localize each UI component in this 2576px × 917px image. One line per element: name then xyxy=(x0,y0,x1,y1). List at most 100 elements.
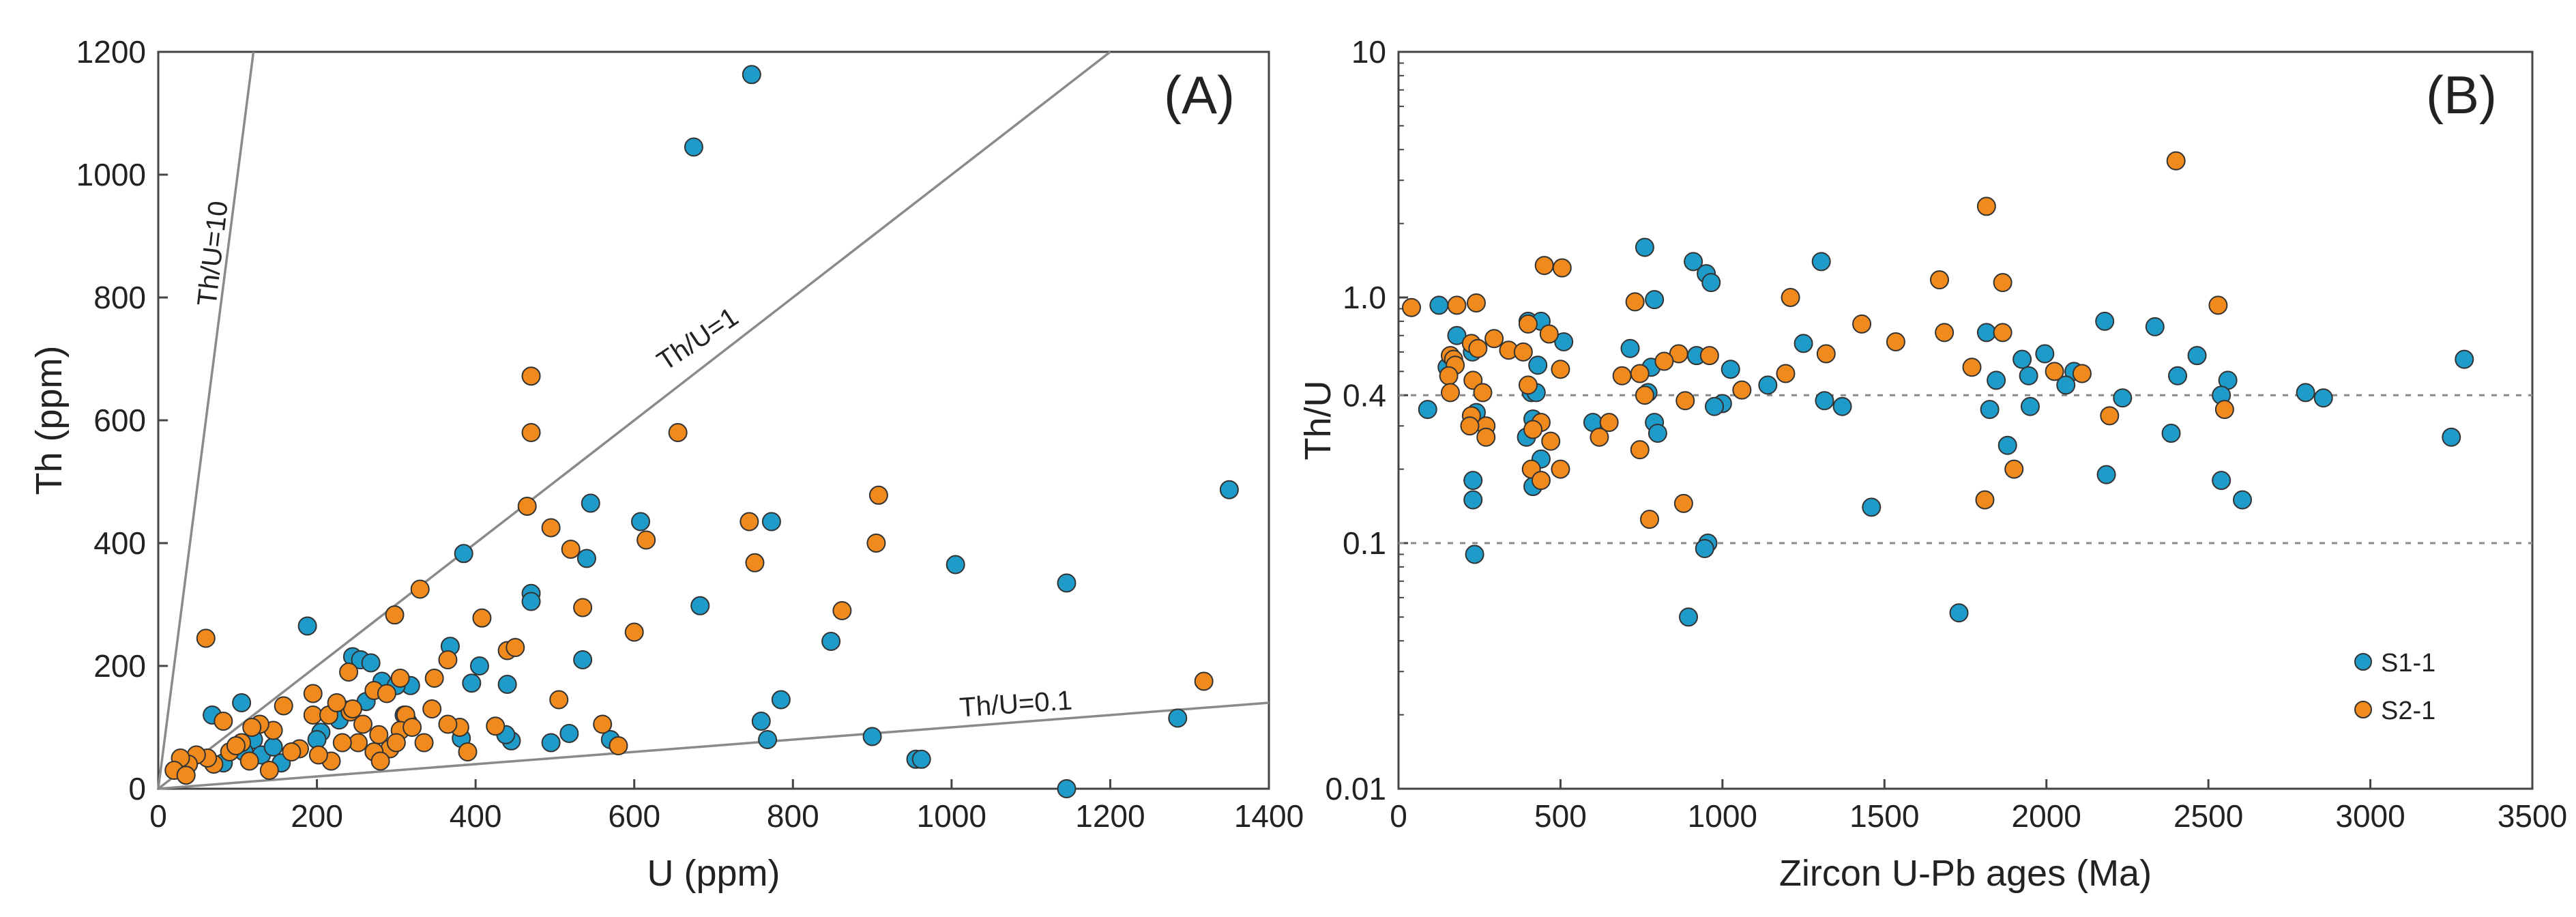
data-point-s1-1 xyxy=(690,596,710,615)
data-point-s2-1 xyxy=(1541,431,1561,451)
data-point-s1-1 xyxy=(761,512,781,532)
data-point-s2-1 xyxy=(1599,413,1619,433)
panel-b-x-tick-label: 1500 xyxy=(1849,798,1919,834)
data-point-s1-1 xyxy=(1811,252,1831,272)
panel-b-label: (B) xyxy=(2426,65,2497,125)
data-point-s2-1 xyxy=(386,733,406,753)
legend-marker-s2-1 xyxy=(2354,701,2372,718)
panel-b-y-tick-label: 0.01 xyxy=(1325,771,1386,806)
data-point-s2-1 xyxy=(385,605,405,625)
data-point-s1-1 xyxy=(1168,708,1188,728)
panel-a-x-axis-title: U (ppm) xyxy=(647,853,780,894)
data-point-s1-1 xyxy=(1528,355,1548,375)
data-point-s1-1 xyxy=(1463,490,1483,510)
panel-a-y-tick-label: 600 xyxy=(93,403,146,438)
data-point-s2-1 xyxy=(1518,314,1538,334)
panel-a: 0 200 400 600 800 1000 1200 1400 0 200 400 600 800 10… xyxy=(29,34,1304,894)
data-point-s1-1 xyxy=(559,724,579,743)
data-point-s2-1 xyxy=(1781,288,1800,307)
data-point-s2-1 xyxy=(506,638,525,657)
data-point-s2-1 xyxy=(1976,196,1996,216)
data-point-s2-1 xyxy=(517,497,537,516)
data-point-s1-1 xyxy=(361,653,381,673)
panel-a-data-points xyxy=(164,65,1239,798)
panel-a-x-tick-label: 1400 xyxy=(1234,798,1304,834)
panel-b-data-points xyxy=(1401,151,2474,627)
panel-b-x-tick-label: 3500 xyxy=(2498,798,2567,834)
data-point-s1-1 xyxy=(576,549,596,568)
panel-b-x-tick-label: 3000 xyxy=(2335,798,2405,834)
data-point-s2-1 xyxy=(303,684,323,703)
panel-b-threshold-lines xyxy=(1399,394,2532,544)
data-point-s2-1 xyxy=(239,751,259,771)
data-point-s2-1 xyxy=(438,714,458,734)
data-point-s2-1 xyxy=(1630,364,1650,383)
data-point-s1-1 xyxy=(1684,252,1703,272)
data-point-s1-1 xyxy=(2455,349,2474,369)
data-point-s2-1 xyxy=(339,663,359,682)
panel-a-x-tick-label: 800 xyxy=(767,798,819,834)
data-point-s2-1 xyxy=(1440,383,1460,403)
data-point-s2-1 xyxy=(369,725,389,744)
data-point-s1-1 xyxy=(2233,490,2253,510)
data-point-s1-1 xyxy=(1695,539,1714,559)
ratio-label-0-1: Th/U=0.1 xyxy=(958,686,1073,723)
panel-a-y-tick-label: 800 xyxy=(93,280,146,315)
data-point-s2-1 xyxy=(1993,273,2012,293)
data-point-s2-1 xyxy=(353,714,373,734)
data-point-s1-1 xyxy=(1701,273,1721,293)
data-point-s1-1 xyxy=(1794,334,1813,353)
data-point-s2-1 xyxy=(1625,292,1645,312)
data-point-s1-1 xyxy=(1645,290,1665,310)
panel-a-y-tick-label: 0 xyxy=(128,771,146,806)
panel-a-y-tick-label: 400 xyxy=(93,525,146,561)
data-point-s2-1 xyxy=(2045,362,2064,381)
data-point-s2-1 xyxy=(402,718,422,737)
data-point-s1-1 xyxy=(2442,427,2461,447)
panel-b-y-tick-label: 0.4 xyxy=(1343,377,1386,413)
data-point-s1-1 xyxy=(2145,317,2165,336)
panel-b-x-tick-label: 2000 xyxy=(2012,798,2081,834)
data-point-s1-1 xyxy=(541,733,561,753)
panel-a-x-tick-label: 600 xyxy=(608,798,660,834)
panel-b-frame xyxy=(1397,50,2534,790)
data-point-s2-1 xyxy=(1699,346,1719,366)
data-point-s1-1 xyxy=(1815,391,1834,411)
data-point-s2-1 xyxy=(1552,258,1572,278)
data-point-s1-1 xyxy=(2212,471,2231,491)
data-point-s2-1 xyxy=(1675,391,1695,411)
data-point-s2-1 xyxy=(561,540,581,559)
data-point-s2-1 xyxy=(410,579,430,599)
data-point-s1-1 xyxy=(2012,349,2032,369)
data-point-s2-1 xyxy=(1439,366,1459,385)
data-point-s2-1 xyxy=(2004,459,2024,479)
data-point-s2-1 xyxy=(1732,380,1752,400)
panel-a-y-tick-label: 1000 xyxy=(76,157,146,192)
data-point-s2-1 xyxy=(370,751,390,771)
data-point-s1-1 xyxy=(1620,338,1640,358)
data-point-s2-1 xyxy=(377,684,396,703)
data-point-s1-1 xyxy=(2095,311,2115,331)
data-point-s2-1 xyxy=(327,693,347,712)
data-point-s2-1 xyxy=(196,628,216,648)
data-point-s1-1 xyxy=(742,65,761,85)
data-point-s2-1 xyxy=(422,699,442,718)
data-point-s2-1 xyxy=(1993,323,2012,343)
data-point-s1-1 xyxy=(581,493,600,513)
data-point-s2-1 xyxy=(593,714,613,734)
data-point-s2-1 xyxy=(1776,364,1796,383)
data-point-s2-1 xyxy=(1654,351,1674,371)
data-point-s2-1 xyxy=(636,530,656,550)
data-point-s1-1 xyxy=(2019,366,2038,385)
data-point-s2-1 xyxy=(1447,295,1467,315)
data-point-s2-1 xyxy=(2100,406,2120,426)
data-point-s1-1 xyxy=(1976,323,1996,343)
data-point-s2-1 xyxy=(868,485,888,505)
panel-b-y-tick-label: 1.0 xyxy=(1343,280,1386,315)
data-point-s2-1 xyxy=(414,733,434,753)
data-point-s1-1 xyxy=(1758,375,1778,395)
data-point-s1-1 xyxy=(862,727,882,746)
data-point-s2-1 xyxy=(1534,256,1554,276)
data-point-s1-1 xyxy=(1447,325,1467,345)
